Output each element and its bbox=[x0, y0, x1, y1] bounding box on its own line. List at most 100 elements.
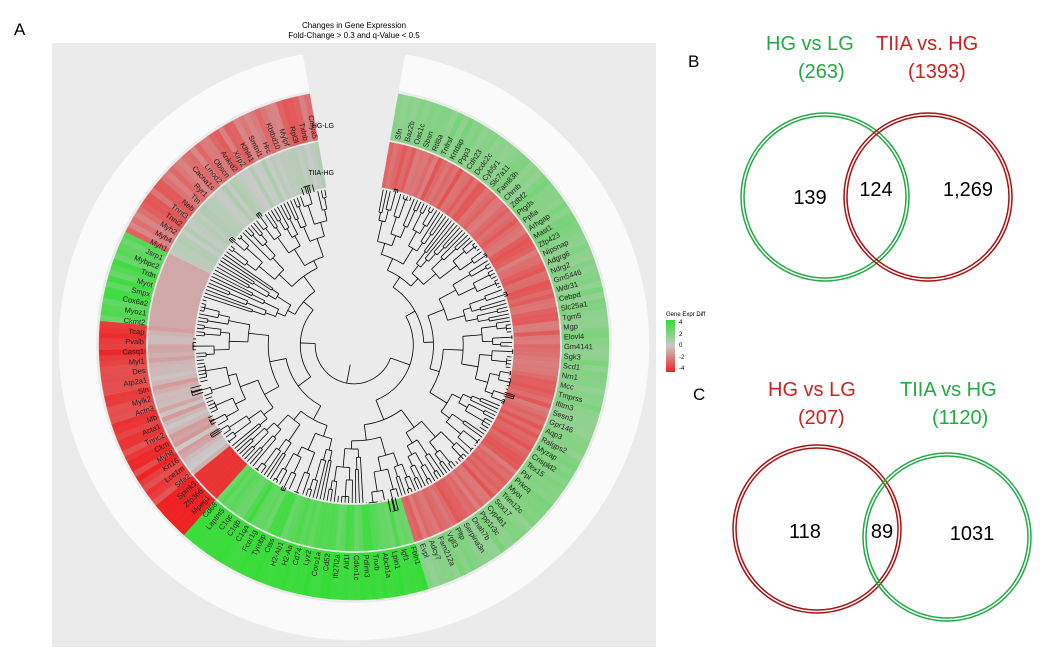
dendrogram-branch bbox=[208, 402, 215, 407]
dendrogram-branch bbox=[192, 391, 204, 397]
gene-label: Des bbox=[132, 366, 147, 377]
dendrogram-branch bbox=[402, 195, 405, 199]
dendrogram-branch bbox=[411, 265, 419, 274]
dendrogram-arc bbox=[494, 280, 498, 287]
gene-label: Tgm5 bbox=[562, 311, 582, 322]
dendrogram-branch bbox=[307, 433, 316, 451]
venn-c-right-total: (1120) bbox=[932, 407, 988, 429]
dendrogram-branch bbox=[289, 218, 298, 235]
dendrogram-branch bbox=[465, 410, 484, 422]
dendrogram-branch bbox=[196, 327, 205, 330]
dendrogram-branch bbox=[298, 206, 307, 226]
gene-label: Nrn1 bbox=[561, 371, 578, 382]
dendrogram-branch bbox=[406, 210, 416, 228]
dendrogram-branch bbox=[424, 218, 449, 252]
dendrogram-branch bbox=[503, 395, 514, 400]
dendrogram-branch bbox=[506, 384, 510, 387]
legend-tick: 0 bbox=[679, 343, 683, 349]
dendrogram-branch bbox=[465, 318, 478, 322]
dendrogram-branch bbox=[390, 357, 410, 366]
dendrogram-branch bbox=[320, 222, 325, 237]
gene-label: Gm4141 bbox=[564, 342, 593, 351]
dendrogram-branch bbox=[408, 475, 416, 491]
dendrogram-branch bbox=[375, 399, 385, 420]
venn-c-left-circle-inner bbox=[735, 447, 899, 611]
dendrogram-branch bbox=[471, 267, 487, 277]
dendrogram-arc bbox=[377, 241, 392, 247]
dendrogram-branch bbox=[256, 214, 260, 219]
dendrogram-branch bbox=[503, 291, 507, 294]
dendrogram-arc bbox=[288, 217, 292, 220]
dendrogram-branch bbox=[211, 276, 252, 296]
dendrogram-branch bbox=[233, 249, 249, 262]
dendrogram-branch bbox=[223, 429, 231, 435]
dendrogram-branch bbox=[257, 213, 268, 227]
dendrogram-branch bbox=[494, 279, 499, 282]
dendrogram-arc bbox=[217, 311, 220, 318]
dendrogram-branch bbox=[259, 212, 263, 217]
dendrogram-arc bbox=[462, 248, 467, 254]
circular-heatmap-svg: SfnBaz2bOas1cSbsnRtl8aTnfrsfKrtdapPpp3Cd… bbox=[58, 54, 650, 641]
dendrogram-branch bbox=[210, 409, 218, 413]
dendrogram-arc bbox=[262, 300, 266, 304]
dendrogram-arc bbox=[264, 310, 267, 316]
dendrogram-branch bbox=[279, 220, 286, 230]
dendrogram-branch bbox=[443, 248, 457, 261]
dendrogram-branch bbox=[377, 457, 382, 471]
dendrogram-branch bbox=[439, 462, 448, 474]
dendrogram-branch bbox=[247, 227, 255, 235]
dendrogram-branch bbox=[393, 193, 402, 217]
dendrogram-branch bbox=[304, 186, 308, 195]
dendrogram-arc bbox=[407, 487, 411, 490]
dendrogram-branch bbox=[200, 379, 208, 383]
dendrogram-branch bbox=[487, 269, 494, 274]
dendrogram-branch bbox=[296, 219, 302, 229]
dendrogram-branch bbox=[389, 490, 396, 511]
dendrogram-branch bbox=[209, 405, 217, 410]
dendrogram-branch bbox=[208, 415, 213, 419]
dendrogram-branch bbox=[215, 397, 233, 406]
dendrogram-branch bbox=[410, 278, 419, 287]
dendrogram-branch bbox=[462, 240, 473, 250]
dendrogram-branch bbox=[329, 450, 333, 461]
label-slot bbox=[347, 602, 355, 641]
venn-b-right-circle bbox=[843, 112, 1013, 282]
dendrogram-branch bbox=[191, 388, 203, 393]
dendrogram-arc bbox=[252, 445, 256, 449]
dendrogram-branch bbox=[313, 260, 318, 269]
venn-c-left-only: 118 bbox=[789, 521, 821, 543]
dendrogram-branch bbox=[274, 208, 282, 220]
dendrogram-branch bbox=[371, 492, 374, 503]
dendrogram-arc bbox=[452, 284, 459, 296]
dendrogram-arc bbox=[304, 256, 324, 267]
dendrogram-branch bbox=[196, 352, 206, 354]
dendrogram-branch bbox=[439, 449, 451, 463]
gene-label: Hrc bbox=[261, 140, 274, 155]
gene-label: Cmya5 bbox=[306, 114, 319, 139]
dendrogram-branch bbox=[333, 481, 338, 502]
dendrogram-branch bbox=[256, 462, 263, 470]
dendrogram-branch bbox=[229, 239, 234, 244]
dendrogram-arc bbox=[208, 419, 213, 425]
dendrogram-branch bbox=[392, 276, 401, 288]
dendrogram-branch bbox=[204, 307, 220, 312]
dendrogram-branch bbox=[300, 342, 316, 344]
dendrogram-branch bbox=[276, 479, 279, 483]
dendrogram-branch bbox=[357, 469, 360, 503]
dendrogram-branch bbox=[234, 421, 252, 435]
dendrogram-branch bbox=[479, 400, 499, 410]
dendrogram-branch bbox=[342, 448, 346, 468]
dendrogram-branch bbox=[413, 200, 418, 210]
dendrogram-branch bbox=[228, 320, 250, 326]
dendrogram-branch bbox=[305, 488, 309, 496]
dendrogram-branch bbox=[270, 210, 279, 222]
dendrogram-branch bbox=[462, 393, 472, 399]
dendrogram-arc bbox=[392, 286, 425, 343]
dendrogram-arc bbox=[392, 509, 399, 512]
dendrogram-branch bbox=[293, 198, 298, 208]
dendrogram-branch bbox=[434, 453, 442, 463]
dendrogram-branch bbox=[426, 220, 452, 253]
dendrogram-arc bbox=[280, 489, 285, 492]
dendrogram-branch bbox=[496, 306, 508, 310]
dendrogram-branch bbox=[265, 312, 276, 317]
